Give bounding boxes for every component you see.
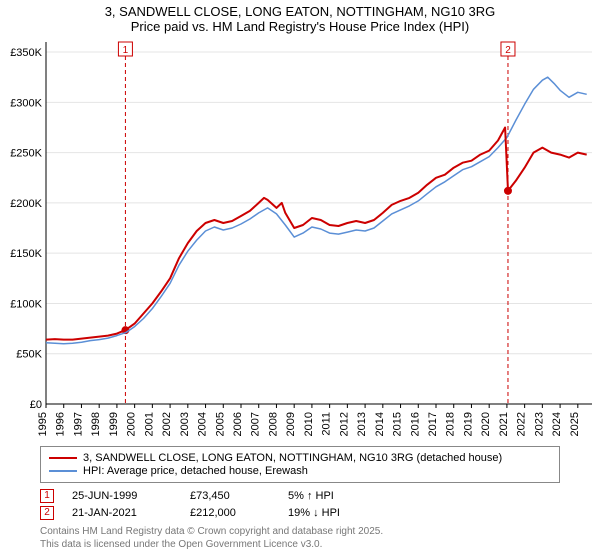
marker-pct-vs-hpi: 19% ↓ HPI [288, 507, 398, 519]
svg-text:2014: 2014 [374, 412, 386, 436]
chart-title-address: 3, SANDWELL CLOSE, LONG EATON, NOTTINGHA… [8, 4, 592, 19]
svg-text:1: 1 [123, 45, 129, 56]
svg-text:2012: 2012 [338, 412, 350, 436]
svg-text:£250K: £250K [10, 148, 42, 160]
svg-text:2003: 2003 [179, 412, 191, 436]
data-attribution: Contains HM Land Registry data © Crown c… [40, 526, 560, 551]
svg-text:£150K: £150K [10, 248, 42, 260]
svg-text:2018: 2018 [445, 412, 457, 436]
svg-text:2007: 2007 [250, 412, 262, 436]
marker-date: 21-JAN-2021 [72, 507, 172, 519]
svg-text:2016: 2016 [409, 412, 421, 436]
svg-text:2009: 2009 [285, 412, 297, 436]
marker-row: 1 25-JUN-1999 £73,450 5% ↑ HPI [40, 489, 560, 503]
marker-price: £73,450 [190, 490, 270, 502]
marker-badge: 1 [40, 489, 54, 503]
svg-text:1999: 1999 [108, 412, 120, 436]
svg-text:2002: 2002 [161, 412, 173, 436]
svg-text:2013: 2013 [356, 412, 368, 436]
legend-item-price-paid: 3, SANDWELL CLOSE, LONG EATON, NOTTINGHA… [49, 452, 551, 464]
price-chart: £0 £50K £100K £150K £200K £250K £300K £350K 1995… [0, 34, 600, 442]
svg-text:£100K: £100K [10, 298, 42, 310]
svg-text:2011: 2011 [321, 412, 333, 436]
svg-text:2006: 2006 [232, 412, 244, 436]
svg-text:2017: 2017 [427, 412, 439, 436]
marker-pct-vs-hpi: 5% ↑ HPI [288, 490, 398, 502]
svg-text:2023: 2023 [533, 412, 545, 436]
svg-text:2008: 2008 [267, 412, 279, 436]
svg-text:2010: 2010 [303, 412, 315, 436]
marker-price: £212,000 [190, 507, 270, 519]
legend: 3, SANDWELL CLOSE, LONG EATON, NOTTINGHA… [40, 446, 560, 483]
svg-text:2020: 2020 [480, 412, 492, 436]
svg-text:2001: 2001 [143, 412, 155, 436]
svg-text:2015: 2015 [392, 412, 404, 436]
svg-text:2019: 2019 [462, 412, 474, 436]
legend-label: HPI: Average price, detached house, Erew… [83, 465, 308, 477]
svg-text:2024: 2024 [551, 412, 563, 436]
legend-label: 3, SANDWELL CLOSE, LONG EATON, NOTTINGHA… [83, 452, 502, 464]
svg-text:1998: 1998 [90, 412, 102, 436]
svg-text:£0: £0 [30, 399, 42, 411]
svg-text:2004: 2004 [197, 412, 209, 436]
marker-events-table: 1 25-JUN-1999 £73,450 5% ↑ HPI 2 21-JAN-… [40, 489, 560, 520]
svg-text:2021: 2021 [498, 412, 510, 436]
svg-text:2000: 2000 [126, 412, 138, 436]
marker-date: 25-JUN-1999 [72, 490, 172, 502]
svg-text:2025: 2025 [569, 412, 581, 436]
svg-text:2005: 2005 [214, 412, 226, 436]
svg-text:£300K: £300K [10, 97, 42, 109]
svg-text:£200K: £200K [10, 198, 42, 210]
svg-text:2022: 2022 [516, 412, 528, 436]
svg-text:£350K: £350K [10, 47, 42, 59]
legend-item-hpi: HPI: Average price, detached house, Erew… [49, 465, 551, 477]
svg-text:£50K: £50K [16, 349, 42, 361]
svg-text:2: 2 [505, 45, 511, 56]
svg-text:1995: 1995 [37, 412, 49, 436]
marker-row: 2 21-JAN-2021 £212,000 19% ↓ HPI [40, 506, 560, 520]
svg-text:1996: 1996 [55, 412, 67, 436]
svg-text:1997: 1997 [72, 412, 84, 436]
chart-title-subtitle: Price paid vs. HM Land Registry's House … [8, 19, 592, 34]
marker-badge: 2 [40, 506, 54, 520]
